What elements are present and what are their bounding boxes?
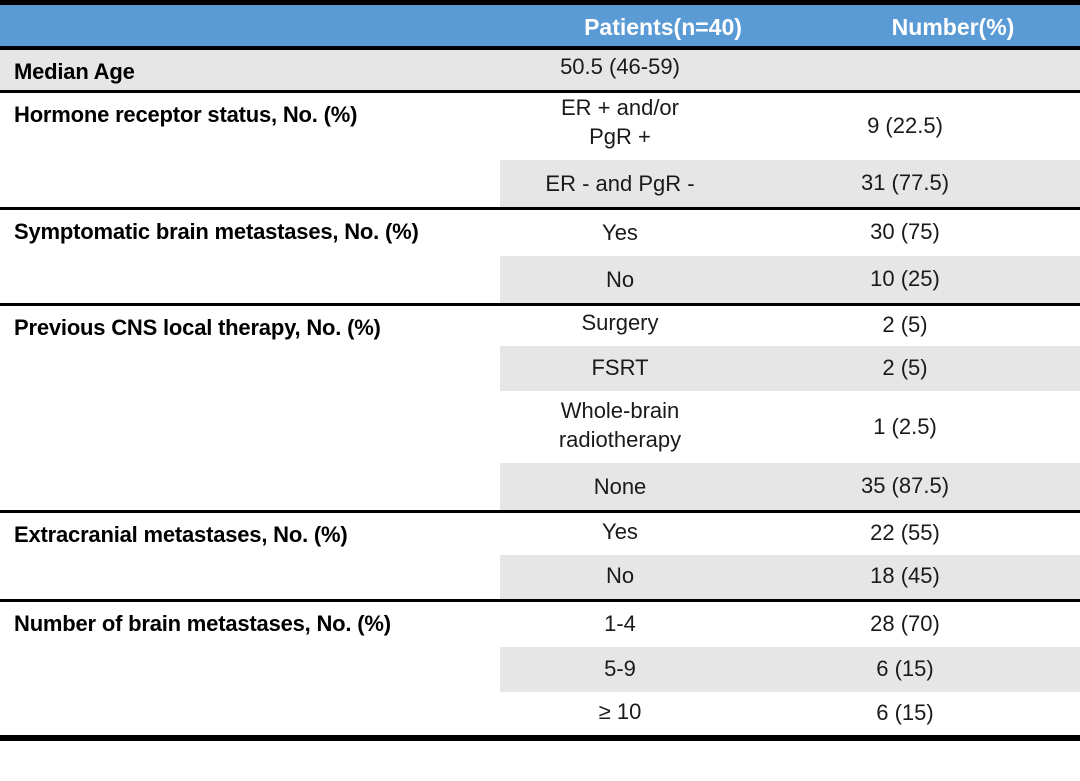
number-cell: 2 (5) xyxy=(780,302,1080,346)
column-header-number: Number(%) xyxy=(780,2,1080,50)
number-cell: 31 (77.5) xyxy=(780,160,1080,208)
patient-characteristics-table: Patients(n=40) Number(%) Median Age 50.5… xyxy=(0,0,1080,741)
table-row: ≥ 10 6 (15) xyxy=(0,692,1080,738)
table-row: No 18 (45) xyxy=(0,555,1080,600)
table-row: Whole-brain radiotherapy 1 (2.5) xyxy=(0,391,1080,463)
table-row: FSRT 2 (5) xyxy=(0,346,1080,391)
number-cell: 30 (75) xyxy=(780,206,1080,256)
row-label: Extracranial metastases, No. (%) xyxy=(0,509,500,600)
header-row: Patients(n=40) Number(%) xyxy=(0,2,1080,50)
patients-cell: 5-9 xyxy=(500,647,780,692)
number-cell: 28 (70) xyxy=(780,598,1080,647)
patients-cell: Yes xyxy=(500,206,780,256)
table-row: Previous CNS local therapy, No. (%) Surg… xyxy=(0,302,1080,511)
patients-cell: ≥ 10 xyxy=(598,699,642,724)
number-cell xyxy=(780,47,1080,92)
table-row: ER - and PgR - 31 (77.5) xyxy=(0,160,1080,208)
table-row: Number of brain metastases, No. (%) 1-4 … xyxy=(0,598,1080,738)
number-cell: 18 (45) xyxy=(780,555,1080,600)
table-row: Hormone receptor status, No. (%) ER + an… xyxy=(0,90,1080,208)
table-row: 5-9 6 (15) xyxy=(0,647,1080,692)
patients-cell: FSRT xyxy=(500,346,780,391)
number-cell: 9 (22.5) xyxy=(780,90,1080,160)
table-row: Median Age 50.5 (46-59) xyxy=(0,47,1080,92)
row-label: Number of brain metastases, No. (%) xyxy=(0,598,500,738)
patients-cell: ER - and PgR - xyxy=(500,160,780,208)
patients-cell: 1-4 xyxy=(500,598,780,647)
patients-cell: Surgery xyxy=(500,302,780,346)
patients-cell: None xyxy=(500,463,780,511)
number-cell: 1 (2.5) xyxy=(873,413,937,439)
table-row: Extracranial metastases, No. (%) Yes 22 … xyxy=(0,509,1080,600)
number-cell: 2 (5) xyxy=(780,346,1080,391)
patients-cell: 50.5 (46-59) xyxy=(500,47,780,92)
row-label: Median Age xyxy=(0,47,500,92)
table-row: Symptomatic brain metastases, No. (%) Ye… xyxy=(0,206,1080,304)
row-label: Hormone receptor status, No. (%) xyxy=(0,90,500,208)
table-row: No 10 (25) xyxy=(0,256,1080,304)
patients-cell: No xyxy=(500,256,780,304)
patients-cell: Yes xyxy=(500,509,780,555)
table-row: None 35 (87.5) xyxy=(0,463,1080,511)
column-header-patients: Patients(n=40) xyxy=(500,2,780,50)
number-cell: 6 (15) xyxy=(780,647,1080,692)
patients-cell: Whole-brain radiotherapy xyxy=(558,398,682,452)
row-label: Previous CNS local therapy, No. (%) xyxy=(0,302,500,511)
number-cell: 6 (15) xyxy=(876,700,934,725)
header-empty-cell xyxy=(0,2,500,50)
patients-cell: ER + and/or PgR + xyxy=(500,90,780,160)
number-cell: 10 (25) xyxy=(780,256,1080,304)
number-cell: 35 (87.5) xyxy=(780,463,1080,511)
patients-cell: No xyxy=(500,555,780,600)
number-cell: 22 (55) xyxy=(780,509,1080,555)
row-label: Symptomatic brain metastases, No. (%) xyxy=(0,206,500,304)
